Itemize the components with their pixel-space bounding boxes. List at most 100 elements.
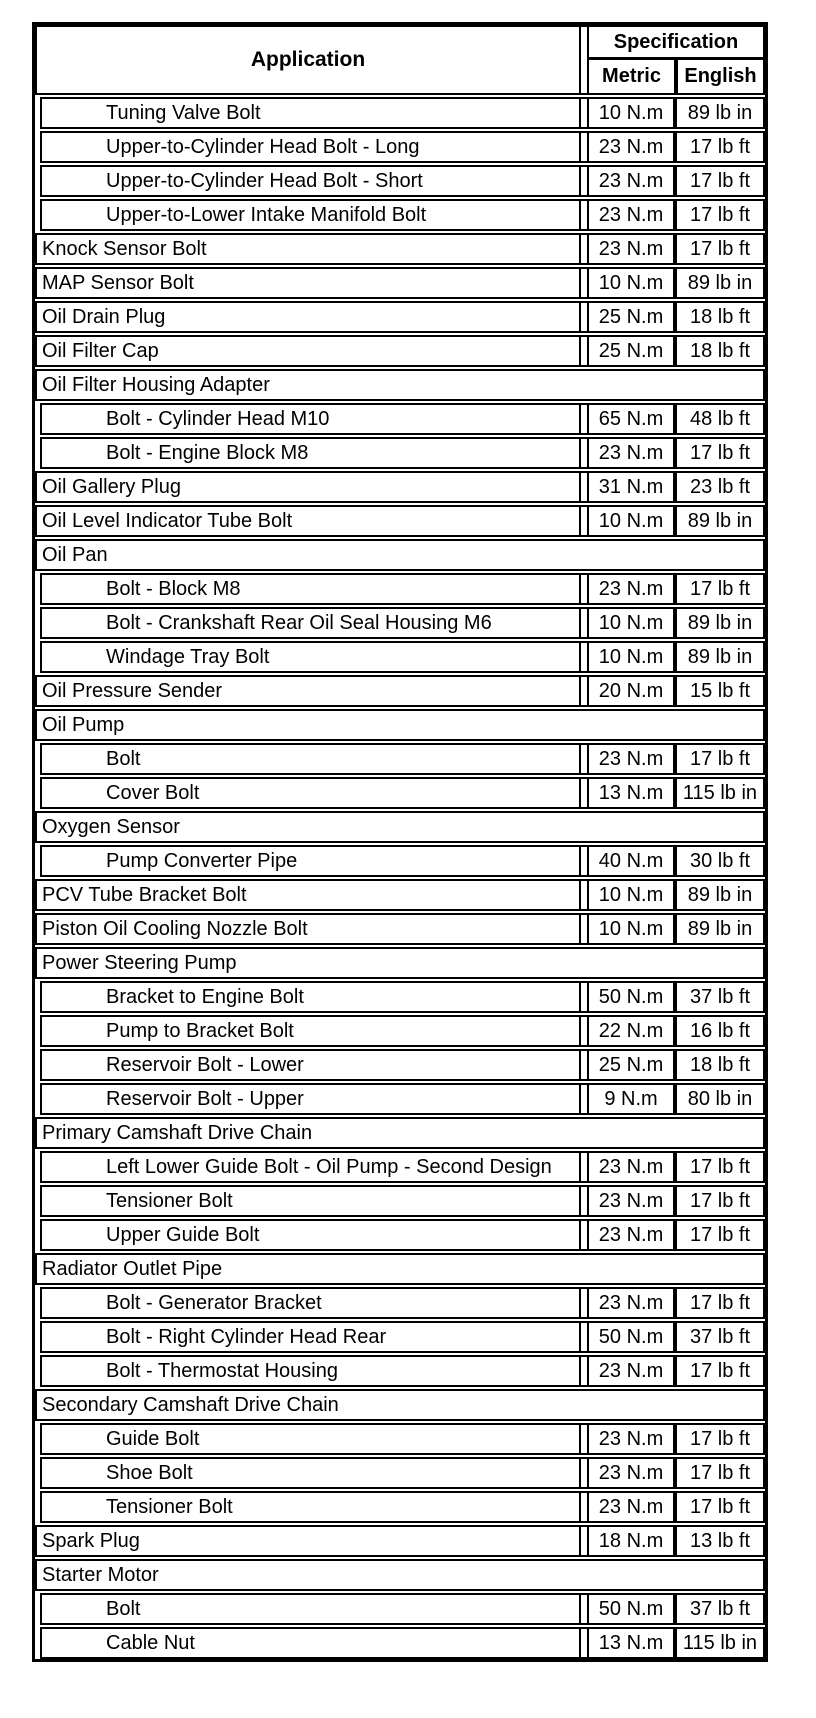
metric-value-cell: 23 N.m xyxy=(587,1425,675,1453)
english-value-cell: 80 lb in xyxy=(675,1085,763,1113)
metric-value-cell: 23 N.m xyxy=(587,1187,675,1215)
application-cell: Bolt xyxy=(42,1595,581,1623)
table-row: Oil Pressure Sender 20 N.m 15 lb ft xyxy=(35,675,765,707)
application-cell: Reservoir Bolt - Lower xyxy=(42,1051,581,1079)
metric-value-cell: 10 N.m xyxy=(587,643,675,671)
table-row: Bracket to Engine Bolt 50 N.m 37 lb ft xyxy=(40,981,765,1013)
english-value-cell: 89 lb in xyxy=(675,269,763,297)
application-cell: Upper-to-Lower Intake Manifold Bolt xyxy=(42,201,581,229)
application-cell: Primary Camshaft Drive Chain xyxy=(42,1121,313,1144)
application-cell: Pump to Bracket Bolt xyxy=(42,1017,581,1045)
table-row: Upper-to-Cylinder Head Bolt - Short 23 N… xyxy=(40,165,765,197)
application-cell: Bolt - Crankshaft Rear Oil Seal Housing … xyxy=(42,609,581,637)
english-value-cell: 89 lb in xyxy=(675,99,763,127)
application-cell: Left Lower Guide Bolt - Oil Pump - Secon… xyxy=(42,1153,581,1181)
metric-value-cell: 23 N.m xyxy=(587,201,675,229)
metric-value-cell: 23 N.m xyxy=(587,1357,675,1385)
english-value-cell: 17 lb ft xyxy=(675,201,763,229)
table-row: Bolt 23 N.m 17 lb ft xyxy=(40,743,765,775)
english-value-cell: 37 lb ft xyxy=(675,983,763,1011)
metric-value-cell: 13 N.m xyxy=(587,1629,675,1657)
application-cell: Pump Converter Pipe xyxy=(42,847,581,875)
english-value-cell: 17 lb ft xyxy=(675,167,763,195)
table-row: Bolt - Block M8 23 N.m 17 lb ft xyxy=(40,573,765,605)
table-row: Bolt - Engine Block M8 23 N.m 17 lb ft xyxy=(40,437,765,469)
english-value-cell: 30 lb ft xyxy=(675,847,763,875)
application-cell: Guide Bolt xyxy=(42,1425,581,1453)
application-cell: Oil Level Indicator Tube Bolt xyxy=(37,507,581,535)
metric-value-cell: 50 N.m xyxy=(587,1595,675,1623)
metric-value-cell: 23 N.m xyxy=(587,575,675,603)
table-row: Bolt - Cylinder Head M10 65 N.m 48 lb ft xyxy=(40,403,765,435)
english-value-cell: 17 lb ft xyxy=(675,745,763,773)
english-value-cell: 17 lb ft xyxy=(675,1153,763,1181)
metric-value-cell: 10 N.m xyxy=(587,269,675,297)
application-cell: Oil Drain Plug xyxy=(37,303,581,331)
specification-column-group: Specification Metric English xyxy=(587,27,763,93)
table-row: Knock Sensor Bolt 23 N.m 17 lb ft xyxy=(35,233,765,265)
application-cell: Windage Tray Bolt xyxy=(42,643,581,671)
table-row: Oil Filter Housing Adapter xyxy=(35,369,765,401)
metric-value-cell: 23 N.m xyxy=(587,1459,675,1487)
table-row: Oil Pan xyxy=(35,539,765,571)
table-row: Tensioner Bolt 23 N.m 17 lb ft xyxy=(40,1491,765,1523)
application-cell: Upper-to-Cylinder Head Bolt - Long xyxy=(42,133,581,161)
table-row: Oil Pump xyxy=(35,709,765,741)
application-cell: Bolt - Cylinder Head M10 xyxy=(42,405,581,433)
english-value-cell: 89 lb in xyxy=(675,643,763,671)
table-row: Oil Gallery Plug 31 N.m 23 lb ft xyxy=(35,471,765,503)
metric-value-cell: 23 N.m xyxy=(587,1493,675,1521)
table-row: Primary Camshaft Drive Chain xyxy=(35,1117,765,1149)
english-value-cell: 17 lb ft xyxy=(675,1493,763,1521)
unit-headers: Metric English xyxy=(589,60,763,93)
application-cell: Cover Bolt xyxy=(42,779,581,807)
table-row: Bolt - Crankshaft Rear Oil Seal Housing … xyxy=(40,607,765,639)
application-cell: PCV Tube Bracket Bolt xyxy=(37,881,581,909)
table-row: Left Lower Guide Bolt - Oil Pump - Secon… xyxy=(40,1151,765,1183)
table-row: Starter Motor xyxy=(35,1559,765,1591)
english-value-cell: 89 lb in xyxy=(675,507,763,535)
table-row: Piston Oil Cooling Nozzle Bolt 10 N.m 89… xyxy=(35,913,765,945)
metric-value-cell: 31 N.m xyxy=(587,473,675,501)
table-row: Bolt - Thermostat Housing 23 N.m 17 lb f… xyxy=(40,1355,765,1387)
metric-value-cell: 10 N.m xyxy=(587,915,675,943)
application-cell: Bolt - Engine Block M8 xyxy=(42,439,581,467)
application-cell: Bolt - Right Cylinder Head Rear xyxy=(42,1323,581,1351)
table-row: Oil Level Indicator Tube Bolt 10 N.m 89 … xyxy=(35,505,765,537)
english-value-cell: 18 lb ft xyxy=(675,303,763,331)
metric-value-cell: 23 N.m xyxy=(587,745,675,773)
table-row: Bolt - Generator Bracket 23 N.m 17 lb ft xyxy=(40,1287,765,1319)
metric-value-cell: 13 N.m xyxy=(587,779,675,807)
metric-value-cell: 40 N.m xyxy=(587,847,675,875)
table-body: Tuning Valve Bolt 10 N.m 89 lb in Upper-… xyxy=(35,95,765,1659)
metric-value-cell: 23 N.m xyxy=(587,439,675,467)
metric-value-cell: 50 N.m xyxy=(587,983,675,1011)
torque-specifications-table: Application Specification Metric English… xyxy=(32,22,768,1662)
english-value-cell: 17 lb ft xyxy=(675,235,763,263)
english-value-cell: 16 lb ft xyxy=(675,1017,763,1045)
english-value-cell: 17 lb ft xyxy=(675,1357,763,1385)
table-row: Reservoir Bolt - Upper 9 N.m 80 lb in xyxy=(40,1083,765,1115)
table-row: Pump to Bracket Bolt 22 N.m 16 lb ft xyxy=(40,1015,765,1047)
table-row: Spark Plug 18 N.m 13 lb ft xyxy=(35,1525,765,1557)
table-row: Windage Tray Bolt 10 N.m 89 lb in xyxy=(40,641,765,673)
english-value-cell: 37 lb ft xyxy=(675,1323,763,1351)
english-value-cell: 17 lb ft xyxy=(675,1459,763,1487)
application-cell: Radiator Outlet Pipe xyxy=(42,1257,223,1280)
application-cell: Bolt xyxy=(42,745,581,773)
metric-value-cell: 25 N.m xyxy=(587,1051,675,1079)
application-cell: Cable Nut xyxy=(42,1629,581,1657)
metric-value-cell: 50 N.m xyxy=(587,1323,675,1351)
application-cell: Tensioner Bolt xyxy=(42,1187,581,1215)
metric-value-cell: 10 N.m xyxy=(587,507,675,535)
english-value-cell: 17 lb ft xyxy=(675,439,763,467)
table-row: Pump Converter Pipe 40 N.m 30 lb ft xyxy=(40,845,765,877)
application-cell: Bolt - Block M8 xyxy=(42,575,581,603)
metric-value-cell: 23 N.m xyxy=(587,1289,675,1317)
english-value-cell: 89 lb in xyxy=(675,609,763,637)
application-cell: Tensioner Bolt xyxy=(42,1493,581,1521)
application-cell: Knock Sensor Bolt xyxy=(37,235,581,263)
application-cell: Tuning Valve Bolt xyxy=(42,99,581,127)
table-row: Power Steering Pump xyxy=(35,947,765,979)
